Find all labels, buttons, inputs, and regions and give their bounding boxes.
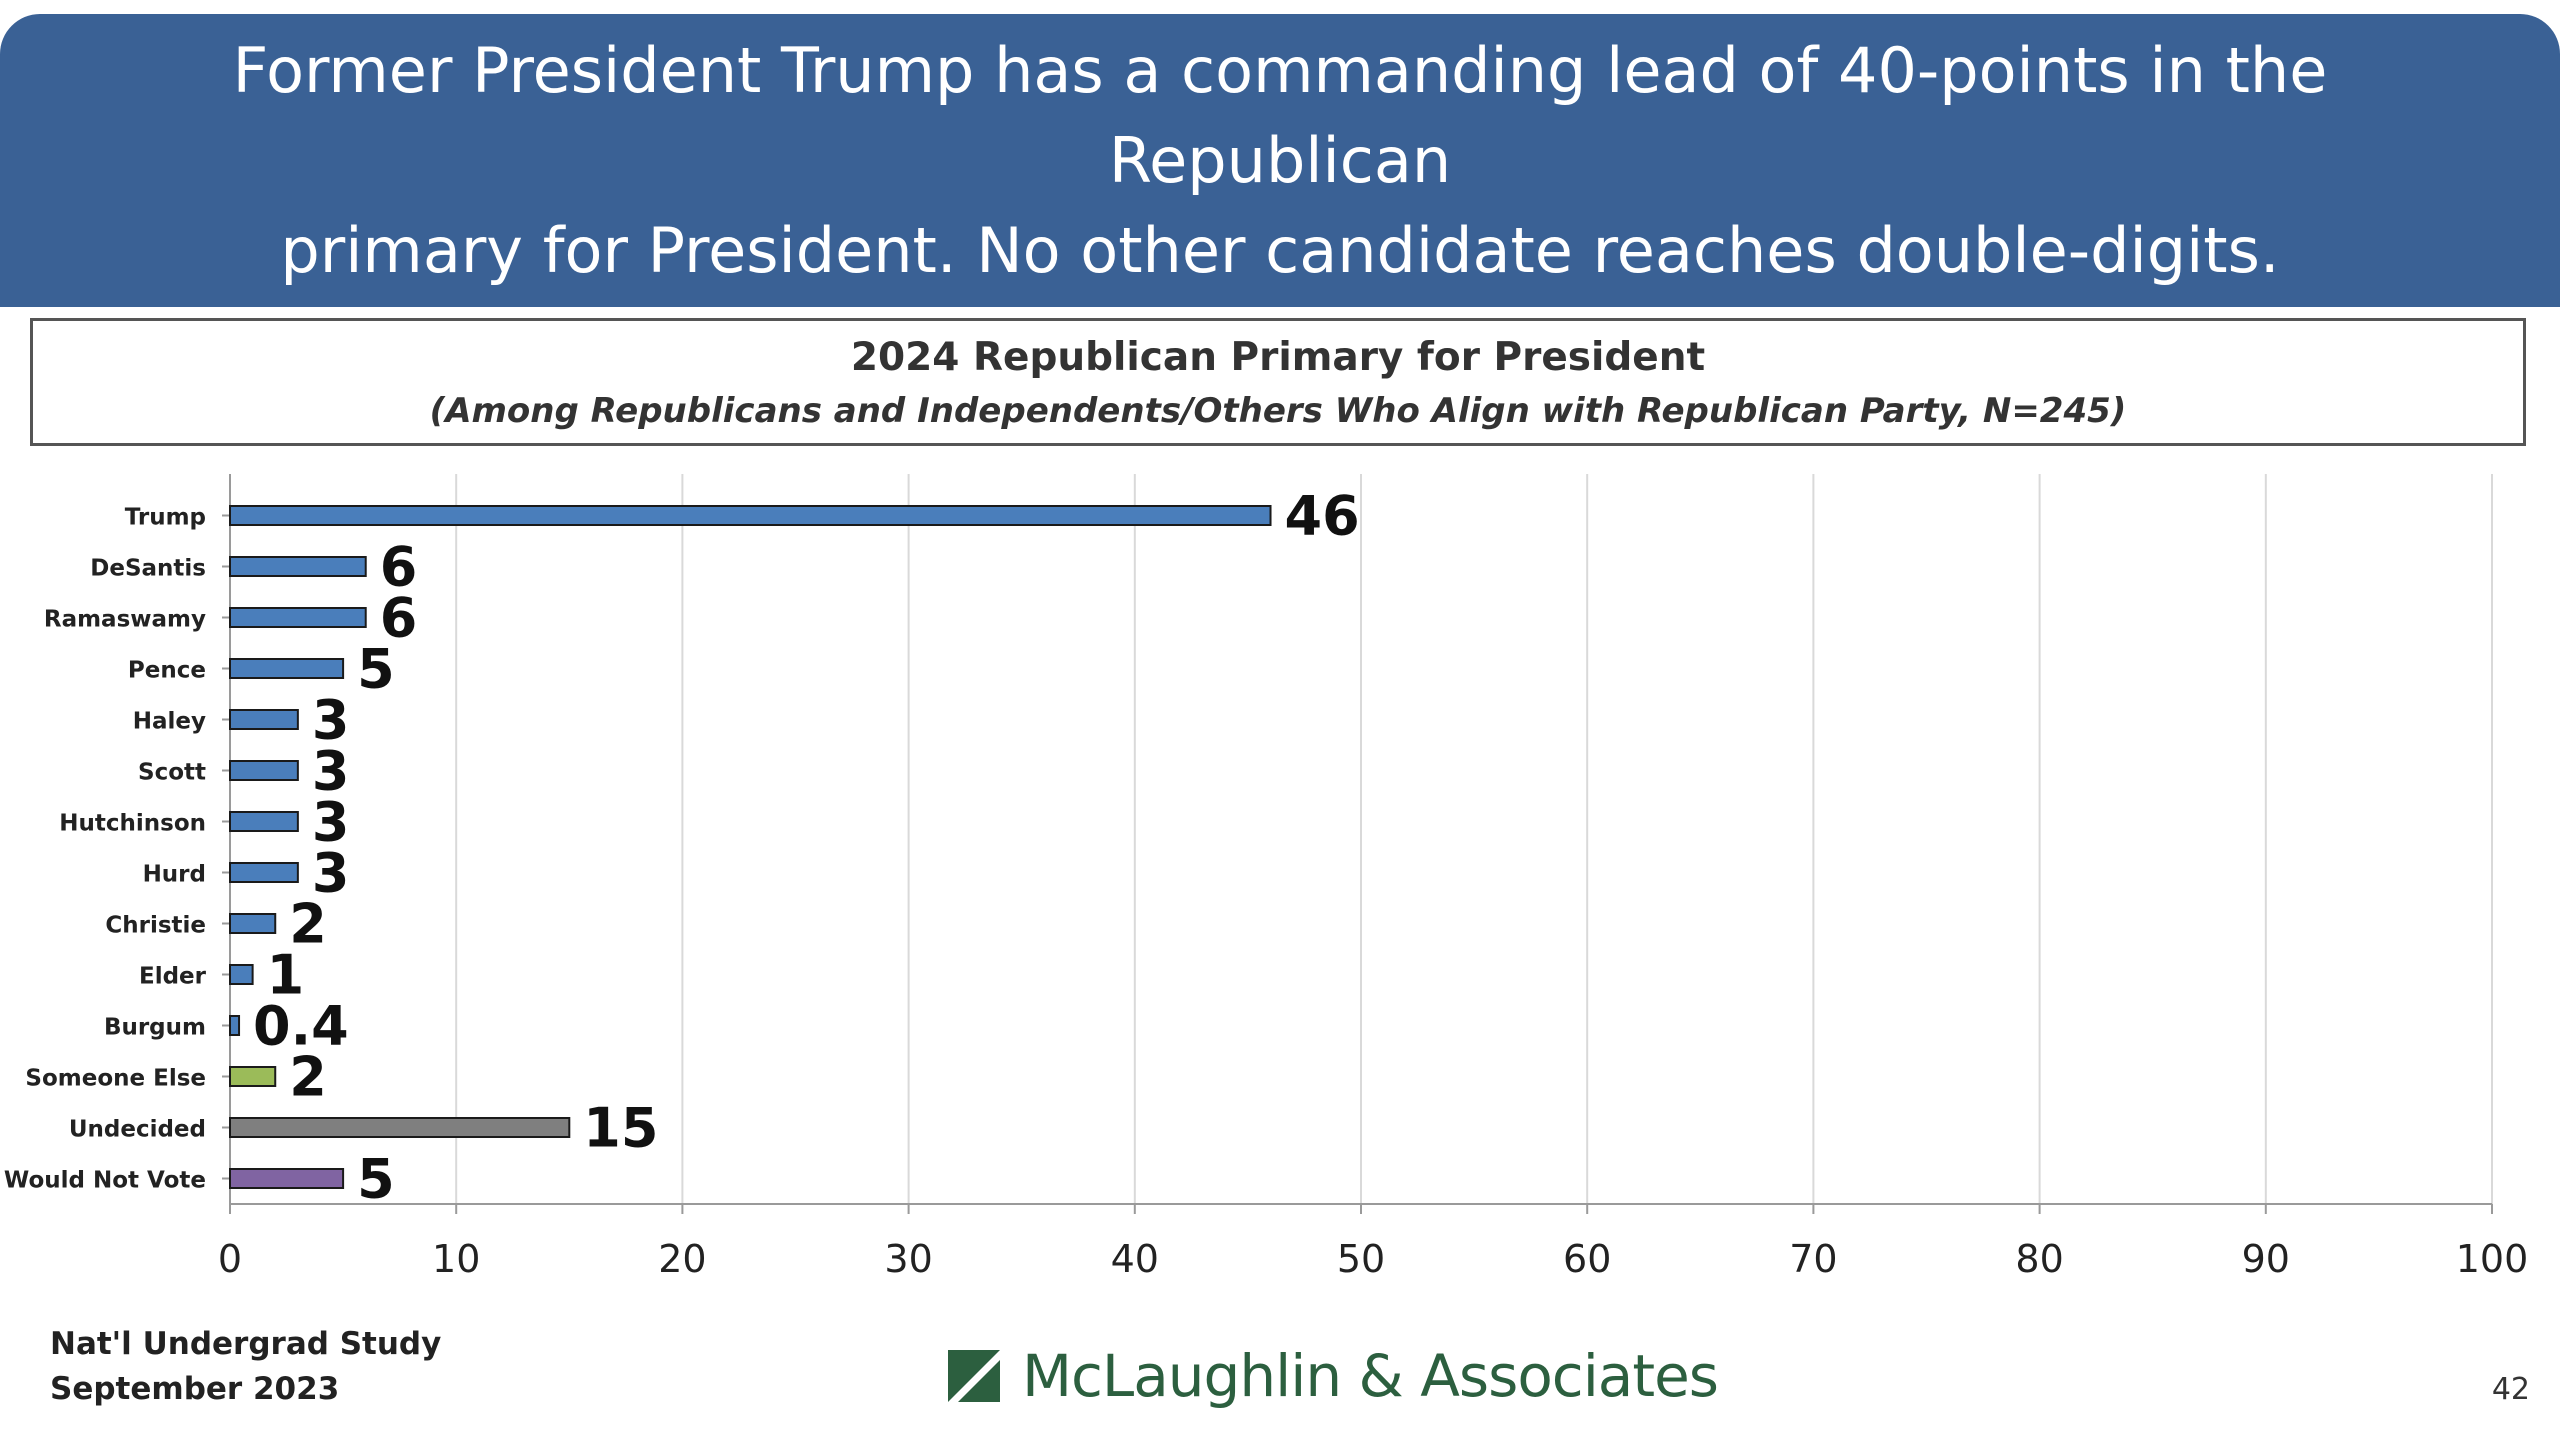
bar [229,505,1272,526]
x-tick-label: 30 [884,1237,932,1281]
data-label: 0.4 [253,995,349,1058]
bar [229,607,367,628]
data-label: 46 [1285,485,1360,548]
source-line-2: September 2023 [50,1371,340,1407]
bar [229,556,367,577]
category-label: DeSantis [90,556,206,582]
category-label: Hutchinson [59,811,206,837]
category-label: Elder [139,964,207,990]
logo-mark-icon [948,1350,1000,1402]
x-tick-label: 70 [1789,1237,1837,1281]
header-banner: Former President Trump has a commanding … [0,14,2560,307]
category-label: Trump [125,505,206,531]
x-tick-label: 60 [1563,1237,1611,1281]
data-label: 3 [312,842,350,905]
bar [229,964,254,985]
category-label: Christie [105,913,206,939]
x-tick-label: 90 [2242,1237,2290,1281]
x-tick-label: 80 [2015,1237,2063,1281]
bar [229,862,299,883]
headline-line-2: primary for President. No other candidat… [280,213,2280,287]
bar [229,1168,345,1189]
chart-title-box: 2024 Republican Primary for President (A… [30,318,2526,446]
company-logo: McLaughlin & Associates [948,1340,1719,1412]
x-tick-label: 0 [218,1237,242,1281]
category-label: Undecided [69,1117,206,1143]
data-label: 5 [357,638,395,701]
source-line-1: Nat'l Undergrad Study [50,1326,442,1362]
x-tick-label: 50 [1337,1237,1385,1281]
logo-text: McLaughlin & Associates [1022,1342,1719,1410]
x-tick-label: 20 [658,1237,706,1281]
data-label: 3 [312,740,350,803]
bar [229,760,299,781]
bar [229,1066,277,1087]
x-tick-label: 40 [1111,1237,1159,1281]
data-label: 6 [380,536,418,599]
data-label: 1 [267,944,305,1007]
x-tick-label: 100 [2456,1237,2529,1281]
data-label: 2 [289,893,327,956]
chart-title: 2024 Republican Primary for President [850,335,1706,380]
bar [229,658,345,679]
bar [229,1117,571,1138]
data-label: 5 [357,1148,395,1211]
data-label: 3 [312,791,350,854]
headline-line-1: Former President Trump has a commanding … [232,33,2328,197]
data-label: 2 [289,1046,327,1109]
category-label: Hurd [143,862,206,888]
category-label: Would Not Vote [4,1168,206,1194]
bar [229,1015,241,1036]
headline: Former President Trump has a commanding … [60,26,2500,296]
data-label: 15 [583,1097,658,1160]
category-label: Ramaswamy [44,607,206,633]
data-label: 3 [312,689,350,752]
category-label: Burgum [104,1015,206,1041]
bar [229,709,299,730]
data-label: 6 [380,587,418,650]
bar [229,913,277,934]
category-label: Pence [128,658,206,684]
bar [229,811,299,832]
page-number: 42 [2491,1372,2530,1407]
category-label: Scott [138,760,206,786]
chart-subtitle: (Among Republicans and Independents/Othe… [429,391,2127,431]
bar-chart: 0 10 20 30 40 50 60 70 80 90 100 Trump 46 DeSantis 6 Ra… [4,474,2529,1281]
category-label: Haley [133,709,206,735]
category-label: Someone Else [25,1066,206,1092]
source-note: Nat'l Undergrad Study September 2023 [50,1322,441,1412]
x-tick-label: 10 [432,1237,480,1281]
